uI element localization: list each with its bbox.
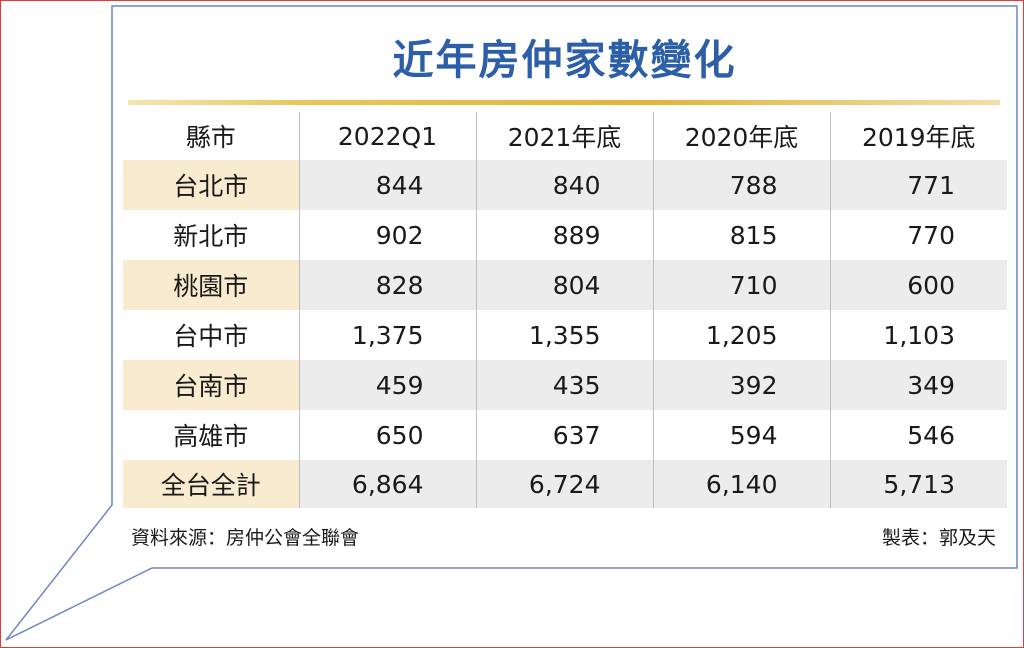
value-cell: 594 [652,410,830,460]
value-cell: 1,205 [652,310,830,360]
author-credit: 製表：郭及天 [881,527,996,549]
table-header-row: 縣市 2022Q1 2021年底 2020年底 2019年底 [123,112,1007,160]
value-cell: 546 [829,410,1007,460]
title-underline [128,100,1000,105]
column-header: 2020年底 [652,112,830,160]
value-cell: 844 [298,160,476,210]
table-row: 台中市 1,375 1,355 1,205 1,103 [123,310,1007,360]
column-header: 2019年底 [829,112,1007,160]
table-total-row: 全台全計 6,864 6,724 6,140 5,713 [123,460,1007,508]
value-cell: 6,724 [475,460,653,508]
table-row: 桃園市 828 804 710 600 [123,260,1007,310]
value-cell: 6,140 [652,460,830,508]
value-cell: 435 [475,360,653,410]
table-row: 高雄市 650 637 594 546 [123,410,1007,460]
data-source-note: 資料來源：房仲公會全聯會 [131,527,360,549]
column-header: 2022Q1 [298,112,476,160]
value-cell: 5,713 [829,460,1007,508]
value-cell: 349 [829,360,1007,410]
column-header: 縣市 [185,123,236,152]
value-cell: 889 [475,210,653,260]
value-cell: 1,355 [475,310,653,360]
value-cell: 6,864 [298,460,476,508]
table-row: 新北市 902 889 815 770 [123,210,1007,260]
table-row: 台南市 459 435 392 349 [123,360,1007,410]
value-cell: 637 [475,410,653,460]
table-row: 台北市 844 840 788 771 [123,160,1007,210]
city-cell: 桃園市 [123,260,299,310]
value-cell: 710 [652,260,830,310]
city-cell: 高雄市 [173,422,249,451]
value-cell: 459 [298,360,476,410]
value-cell: 1,375 [298,310,476,360]
value-cell: 902 [298,210,476,260]
column-header: 2021年底 [475,112,653,160]
chart-title: 近年房仲家數變化 [392,36,737,84]
city-cell: 全台全計 [123,460,299,508]
data-table-container: 縣市 2022Q1 2021年底 2020年底 2019年底 台北市 844 8… [123,112,1007,508]
value-cell: 840 [475,160,653,210]
value-cell: 771 [829,160,1007,210]
value-cell: 1,103 [829,310,1007,360]
value-cell: 650 [298,410,476,460]
city-cell: 新北市 [173,222,249,251]
value-cell: 770 [829,210,1007,260]
value-cell: 815 [652,210,830,260]
city-cell: 台北市 [123,160,299,210]
city-cell: 台中市 [173,322,249,351]
data-table: 縣市 2022Q1 2021年底 2020年底 2019年底 台北市 844 8… [123,112,1007,508]
value-cell: 788 [652,160,830,210]
value-cell: 392 [652,360,830,410]
value-cell: 828 [298,260,476,310]
city-cell: 台南市 [123,360,299,410]
value-cell: 804 [475,260,653,310]
value-cell: 600 [829,260,1007,310]
